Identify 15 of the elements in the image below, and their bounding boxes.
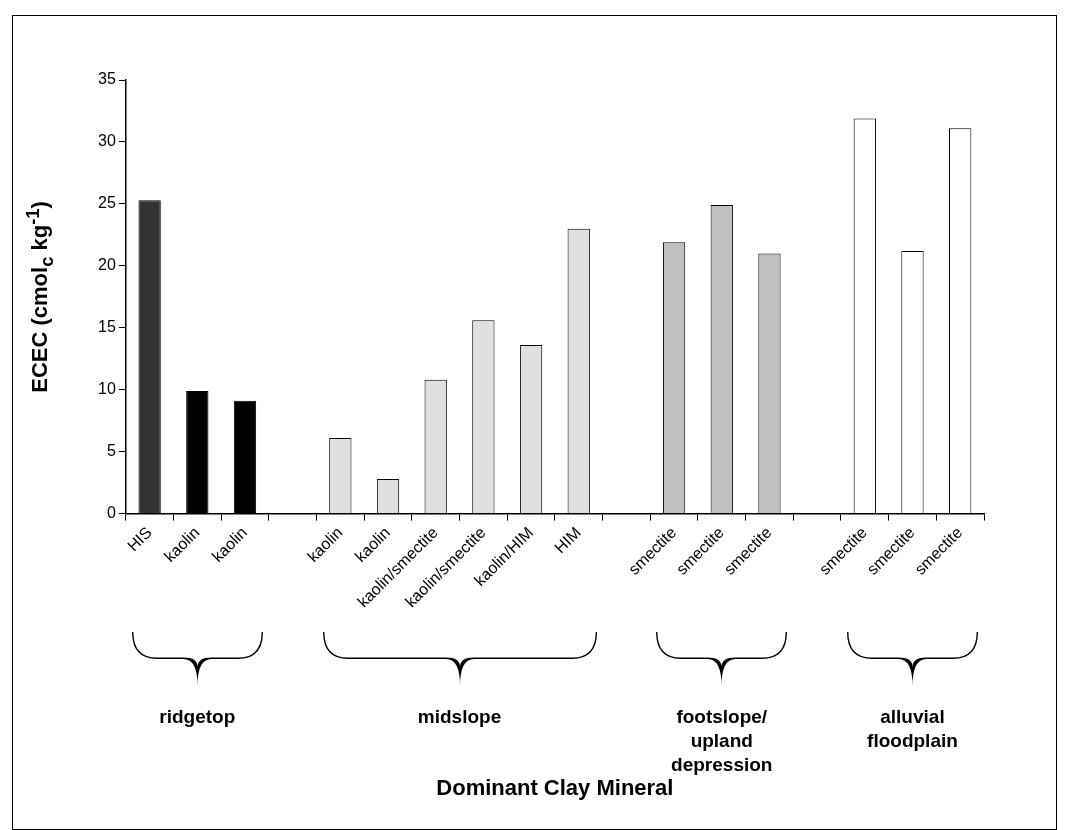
- y-tick-label: 10: [98, 380, 116, 398]
- y-tick-label: 5: [106, 442, 116, 460]
- y-tick-label: 25: [98, 194, 116, 212]
- text: midslope: [416, 705, 503, 729]
- text: ridgetop: [158, 705, 237, 729]
- y-tick-label: 30: [98, 132, 116, 150]
- y-tick-label: 20: [98, 256, 116, 274]
- x-tick-label: HIS: [123, 523, 155, 555]
- text: alluvial floodplain: [866, 705, 959, 753]
- y-tick-label: 35: [98, 70, 116, 88]
- y-tick-label: 15: [98, 318, 116, 336]
- text: footslope/ upland depression: [670, 705, 774, 777]
- text: Dominant Clay Mineral: [436, 775, 674, 801]
- x-tick-label: HIM: [551, 523, 584, 557]
- y-tick-label: 0: [106, 504, 116, 521]
